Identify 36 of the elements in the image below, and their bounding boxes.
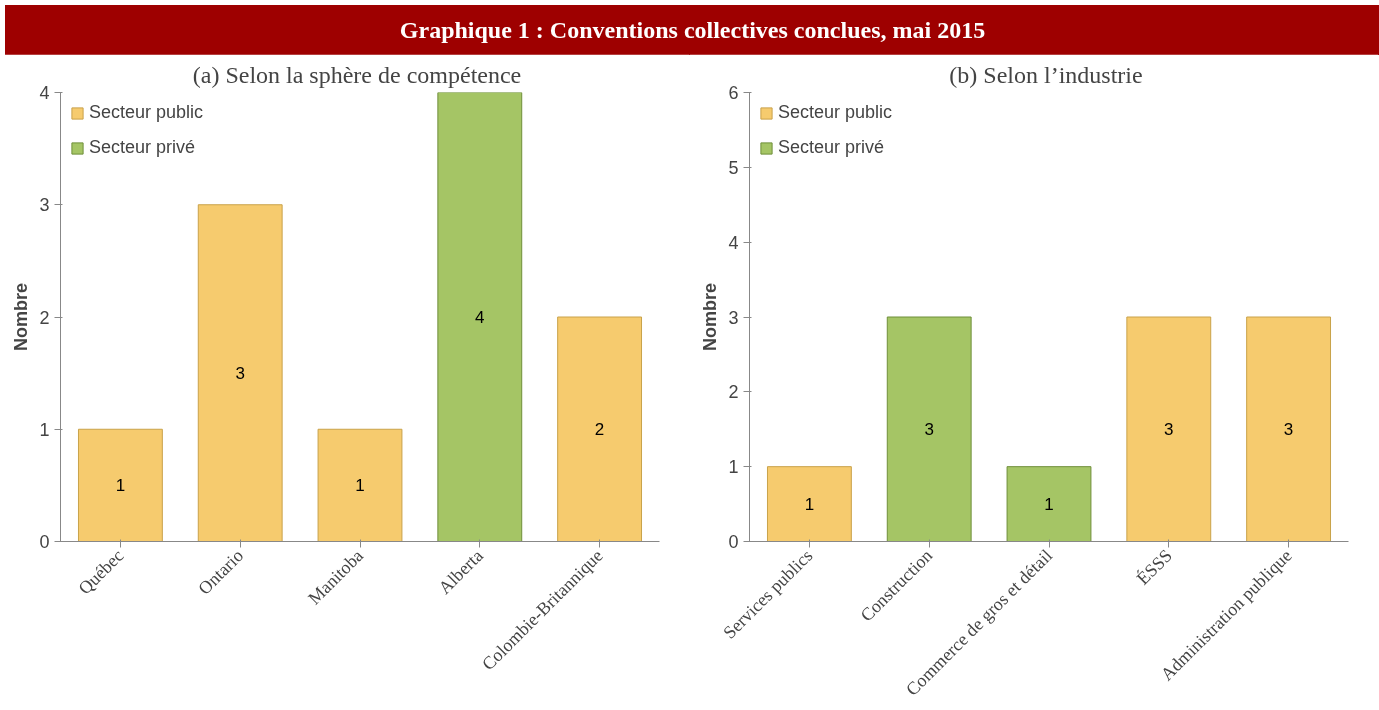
legend-label: Secteur public xyxy=(778,102,893,123)
chart-title: Graphique 1 : Conventions collectives conclues, mai 2015 xyxy=(5,5,1379,56)
y-tick-label: 2 xyxy=(728,382,739,403)
y-tick-label: 0 xyxy=(728,532,739,552)
data-label: 2 xyxy=(594,420,605,440)
data-label: 4 xyxy=(475,308,485,327)
y-tick-label: 4 xyxy=(728,232,739,253)
bar xyxy=(197,204,283,542)
y-axis-title: Nombre xyxy=(11,282,32,351)
chart-subtitle: (a) Selon la sphère de compétence xyxy=(192,61,522,88)
y-tick-label: 1 xyxy=(728,457,739,478)
data-label: 3 xyxy=(235,364,245,384)
data-label: 1 xyxy=(1044,495,1054,515)
data-label: 3 xyxy=(1164,420,1174,440)
y-tick-label: 5 xyxy=(728,157,739,178)
y-tick-label: 3 xyxy=(39,195,50,216)
y-tick-label: 1 xyxy=(39,419,50,440)
data-label: 1 xyxy=(115,476,126,496)
bar xyxy=(557,316,643,542)
y-tick-label: 6 xyxy=(728,83,739,103)
data-label: 1 xyxy=(804,495,815,515)
y-tick-label: 3 xyxy=(728,307,739,328)
chart-subtitle: (b) Selon l’industrie xyxy=(949,61,1143,88)
y-tick-label: 2 xyxy=(39,307,50,328)
data-label: 3 xyxy=(1283,420,1294,440)
bar xyxy=(77,428,163,542)
data-label: 3 xyxy=(924,420,934,440)
legend-label: Secteur privé xyxy=(778,137,885,158)
y-axis-title: Nombre xyxy=(700,282,721,351)
y-tick-label: 0 xyxy=(39,532,50,552)
legend-label: Secteur privé xyxy=(89,137,196,158)
data-label: 1 xyxy=(355,476,365,496)
y-tick-label: 4 xyxy=(39,83,50,103)
bar xyxy=(317,428,403,542)
bar xyxy=(437,92,523,542)
legend-label: Secteur public xyxy=(89,102,204,123)
